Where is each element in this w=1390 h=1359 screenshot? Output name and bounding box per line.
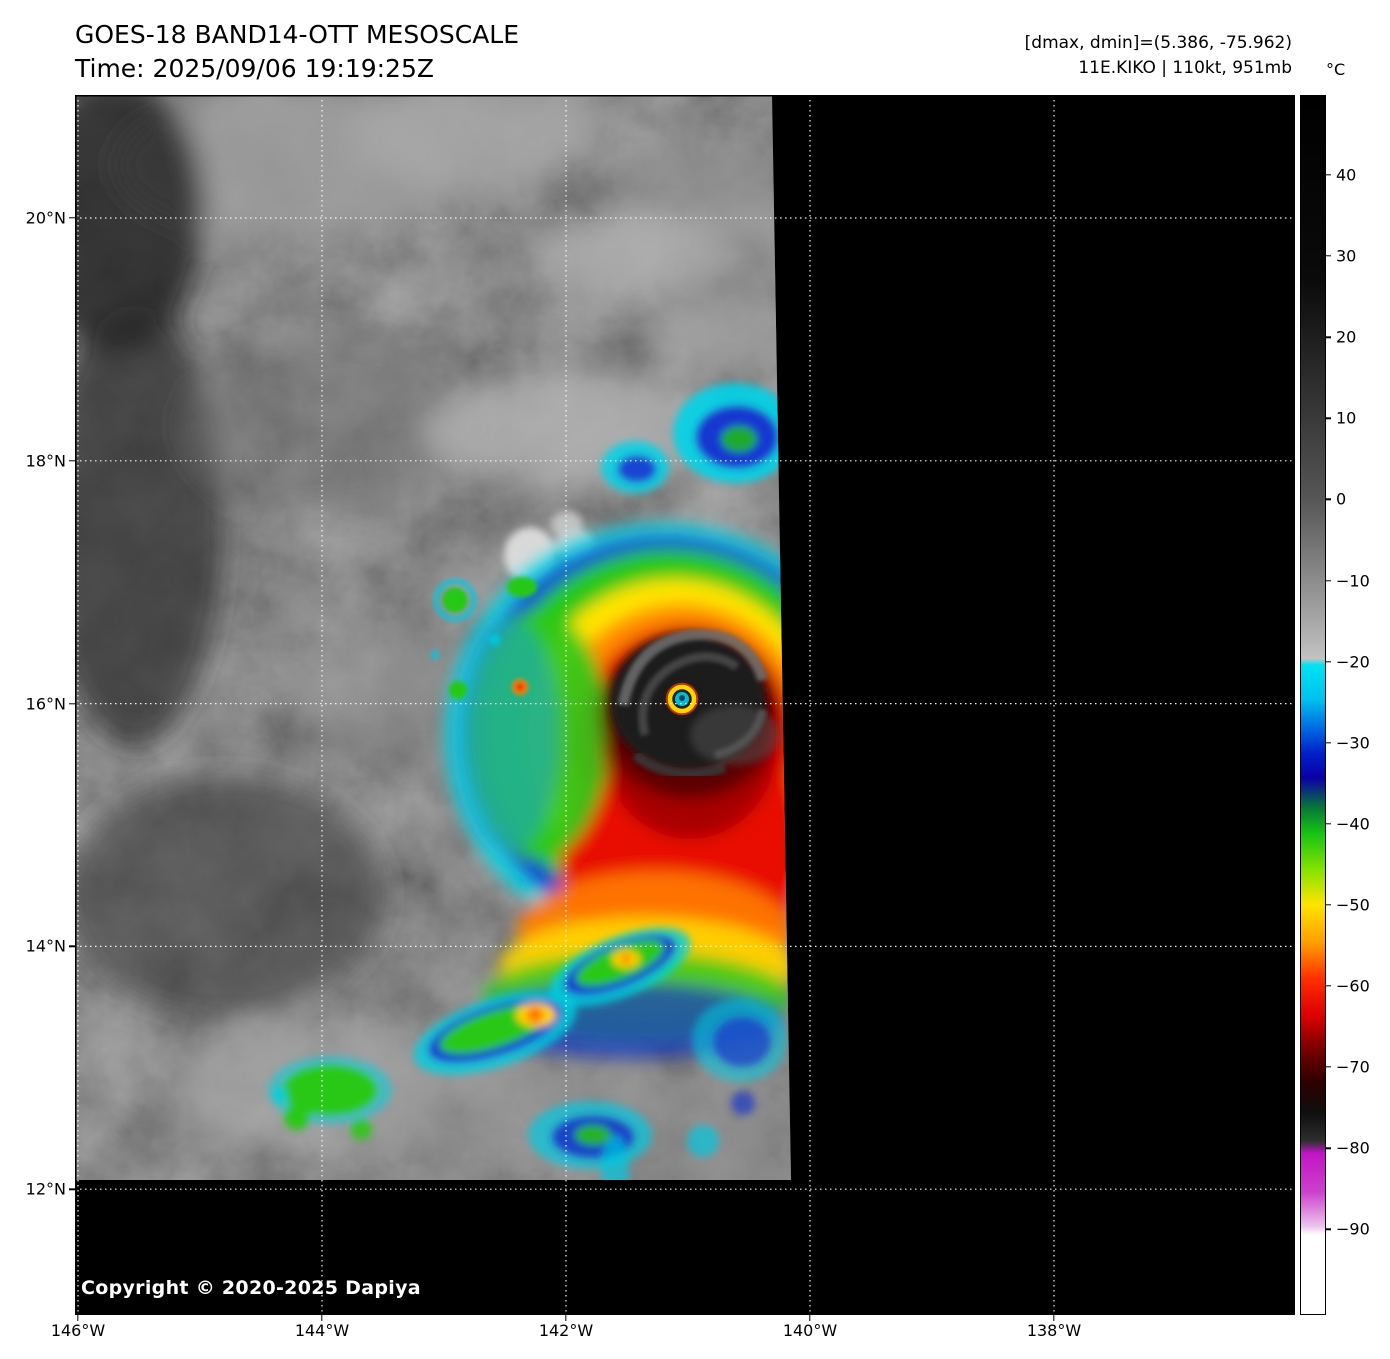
west-small-features bbox=[430, 577, 537, 699]
colorbar-tick-mark bbox=[1326, 823, 1331, 825]
figure-title: GOES-18 BAND14-OTT MESOSCALE bbox=[75, 20, 520, 49]
colorbar-tick-label: 30 bbox=[1336, 246, 1357, 266]
colorbar-tick-label: −50 bbox=[1336, 895, 1370, 915]
lon-axis-tick bbox=[809, 1315, 811, 1321]
lon-axis-tick bbox=[565, 1315, 567, 1321]
colorbar-tick-label: 0 bbox=[1336, 489, 1347, 509]
colorbar-tick-label: −60 bbox=[1336, 976, 1370, 996]
latlon-gridlines bbox=[75, 95, 1295, 1315]
colorbar-tick-mark bbox=[1326, 255, 1331, 257]
lat-axis-label: 16°N bbox=[25, 694, 66, 714]
colorbar-unit-label: °C bbox=[1326, 60, 1346, 79]
colorbar-tick-mark bbox=[1326, 1066, 1331, 1068]
colorbar-tick-label: −10 bbox=[1336, 571, 1370, 590]
map-plot-area: Copyright © 2020-2025 Dapiya bbox=[75, 95, 1295, 1315]
storm-core bbox=[610, 628, 780, 779]
lon-axis-tick bbox=[1053, 1315, 1055, 1321]
lon-axis-label: 144°W bbox=[294, 1321, 350, 1340]
colorbar-tick-mark bbox=[1326, 174, 1331, 176]
plot-frame bbox=[75, 95, 1295, 1315]
colorbar-tick-mark bbox=[1326, 985, 1331, 987]
colorbar-tick-mark bbox=[1326, 741, 1331, 744]
colorbar-tick-mark bbox=[1326, 336, 1331, 338]
data-region bbox=[75, 95, 791, 1180]
southern-rainbands bbox=[268, 927, 788, 1180]
lat-axis-label: 18°N bbox=[25, 451, 66, 471]
lat-axis-label: 14°N bbox=[25, 936, 66, 956]
colorbar-tick-label: −70 bbox=[1336, 1057, 1370, 1077]
lat-axis-label: 12°N bbox=[25, 1179, 66, 1199]
colorbar-tick-mark bbox=[1326, 417, 1331, 419]
colorbar-tick-mark bbox=[1326, 1228, 1331, 1230]
colorbar-tick-label: −80 bbox=[1336, 1138, 1370, 1158]
north-band-patch bbox=[601, 383, 791, 493]
colorbar-tick-label: −30 bbox=[1336, 733, 1370, 753]
colorbar-tick-mark bbox=[1326, 904, 1331, 906]
colorbar-tick-mark bbox=[1326, 660, 1331, 663]
gray-cloud-layer bbox=[75, 95, 791, 1180]
colorbar-tick-mark bbox=[1326, 1147, 1331, 1149]
lon-axis-label: 138°W bbox=[1026, 1321, 1082, 1340]
satellite-image bbox=[75, 95, 1295, 1315]
colorbar-tick-label: 10 bbox=[1336, 408, 1357, 428]
colorbar-tick-label: −90 bbox=[1336, 1219, 1370, 1239]
colorbar bbox=[1300, 95, 1326, 1315]
lon-axis-label: 140°W bbox=[782, 1321, 838, 1340]
copyright-text: Copyright © 2020-2025 Dapiya bbox=[81, 1277, 421, 1299]
lon-axis-tick bbox=[77, 1315, 79, 1321]
eye-yellow-ring bbox=[667, 684, 697, 714]
lon-axis-label: 146°W bbox=[50, 1321, 106, 1340]
colorbar-tick-label: −20 bbox=[1336, 652, 1370, 672]
dmax-dmin-readout: [dmax, dmin]=(5.386, -75.962) bbox=[1024, 33, 1292, 53]
eye-outer-ring bbox=[665, 682, 699, 716]
figure-timestamp: Time: 2025/09/06 19:19:25Z bbox=[75, 54, 434, 83]
colorbar-tick-mark bbox=[1326, 579, 1331, 582]
colorbar-tick-mark bbox=[1326, 498, 1331, 501]
lat-axis-label: 20°N bbox=[25, 208, 66, 228]
colorbar-tick-label: 40 bbox=[1336, 165, 1357, 185]
storm-info: 11E.KIKO | 110kt, 951mb bbox=[1078, 58, 1292, 78]
colorbar-tick-label: −40 bbox=[1336, 814, 1370, 834]
lon-axis-tick bbox=[321, 1315, 323, 1321]
lon-axis-label: 142°W bbox=[538, 1321, 594, 1340]
colorbar-tick-label: 20 bbox=[1336, 327, 1357, 347]
